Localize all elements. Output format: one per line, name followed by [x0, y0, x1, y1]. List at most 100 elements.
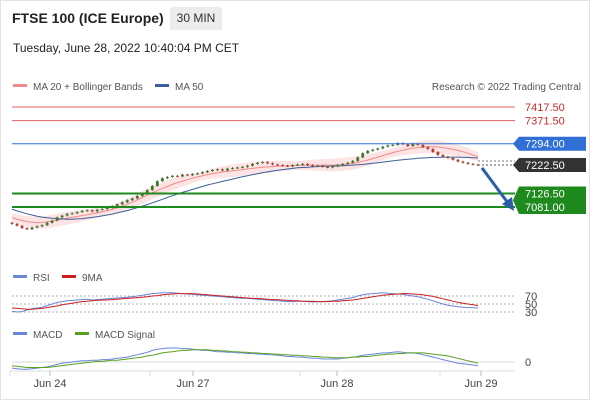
price-panel [10, 140, 480, 231]
candle-body [321, 165, 325, 167]
candle [135, 195, 139, 200]
candle [120, 201, 124, 206]
candle-body [40, 225, 44, 227]
support-label: 7081.00 [525, 202, 565, 214]
candle [226, 167, 229, 172]
candle-body [256, 162, 259, 164]
candle [15, 223, 19, 227]
ma20-legend-label: MA 20 + Bollinger Bands [33, 82, 143, 93]
candle [85, 209, 89, 212]
candle [65, 212, 69, 217]
candle-body [10, 222, 14, 224]
candle-body [140, 193, 144, 197]
candle-body [25, 228, 29, 230]
candle-body [226, 168, 229, 171]
candle-body [95, 209, 99, 212]
candle-body [251, 163, 254, 166]
rsi-ma-legend-label: 9MA [82, 273, 103, 284]
candle [426, 146, 430, 150]
candle-body [416, 143, 420, 145]
candle-body [60, 215, 64, 218]
candle-body [241, 166, 244, 168]
rsi-tick-label: 50 [525, 299, 537, 311]
candle [391, 143, 395, 147]
candle [371, 148, 375, 152]
candle-body [301, 163, 305, 165]
candle-body [165, 176, 169, 179]
candle [421, 143, 425, 149]
candle-body [431, 149, 435, 153]
candle [35, 225, 39, 229]
candle-body [15, 223, 19, 226]
instrument-title: FTSE 100 (ICE Europe) [12, 10, 164, 26]
candle [341, 163, 345, 166]
candle [296, 163, 300, 166]
candle [251, 163, 254, 167]
candle [90, 209, 94, 213]
candle-body [441, 154, 445, 157]
candle [216, 168, 219, 171]
candle [336, 164, 340, 168]
candle-body [266, 162, 269, 164]
candle-body [211, 169, 214, 172]
candle-body [386, 145, 390, 147]
candle [271, 162, 274, 166]
candle-body [70, 213, 74, 215]
candle [356, 156, 360, 162]
candle [160, 177, 164, 183]
candle-body [361, 153, 365, 158]
candle-body [80, 210, 84, 213]
candle [70, 212, 74, 215]
candle-body [346, 162, 350, 164]
candle [190, 173, 194, 177]
ma50-legend-label: MA 50 [175, 82, 204, 93]
candle-body [160, 178, 164, 182]
support-tag [513, 186, 586, 214]
candle-body [150, 185, 154, 191]
candle-body [421, 144, 425, 148]
candle-body [276, 164, 279, 166]
interval-button[interactable]: 30 MIN [170, 7, 222, 30]
candle [221, 168, 224, 172]
candle [150, 185, 154, 191]
rsi-legend-swatch [13, 275, 27, 278]
candle [281, 164, 284, 167]
candle [321, 164, 325, 168]
candle-body [451, 157, 455, 160]
candle-body [381, 146, 385, 149]
rsi-legend-label: RSI [33, 273, 50, 284]
macd-panel: 0 [11, 347, 531, 370]
candle [331, 165, 335, 169]
candle-body [286, 165, 289, 167]
candle [185, 173, 189, 177]
candle-body [185, 174, 189, 176]
ma50-line [11, 156, 479, 220]
macd-signal-legend-label: MACD Signal [95, 330, 155, 341]
candle [366, 149, 370, 155]
candle [60, 214, 64, 219]
candle-body [246, 165, 249, 167]
candle-body [351, 160, 355, 163]
candle [461, 160, 465, 164]
candle [291, 164, 295, 168]
candle-body [236, 167, 239, 169]
candle-body [30, 227, 34, 230]
macd-tick-label: 0 [525, 357, 531, 369]
candle-body [175, 175, 179, 177]
time-tick-label: Jun 29 [464, 378, 497, 390]
candle [241, 165, 244, 169]
candle-body [406, 144, 410, 147]
candle-body [135, 196, 139, 199]
candle-body [190, 174, 194, 176]
macd-signal-line [11, 349, 479, 368]
candle [10, 221, 14, 225]
time-tick-label: Jun 27 [176, 378, 209, 390]
candle [40, 224, 44, 228]
candle-body [341, 163, 345, 166]
candle [276, 163, 279, 166]
candle-body [65, 213, 69, 216]
candle-body [261, 162, 264, 164]
candle-body [55, 217, 59, 221]
candle [361, 152, 365, 159]
macd-legend-swatch [13, 332, 27, 335]
